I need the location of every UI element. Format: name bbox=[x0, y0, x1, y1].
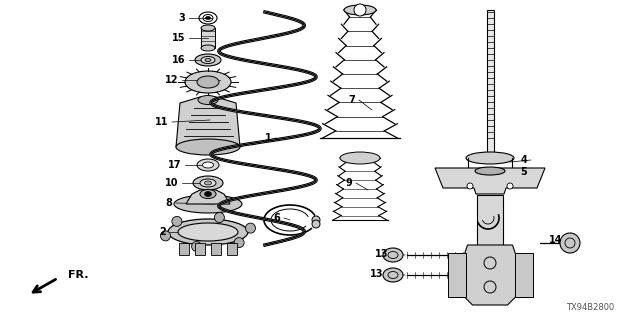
Text: 11: 11 bbox=[154, 117, 168, 127]
Circle shape bbox=[161, 231, 170, 241]
Ellipse shape bbox=[174, 195, 242, 213]
Ellipse shape bbox=[466, 152, 514, 164]
Ellipse shape bbox=[200, 179, 216, 187]
Text: TX94B2800: TX94B2800 bbox=[566, 303, 614, 313]
Ellipse shape bbox=[202, 162, 214, 168]
Circle shape bbox=[354, 4, 366, 16]
Bar bbox=[179, 243, 189, 255]
Polygon shape bbox=[463, 245, 518, 305]
Text: 3: 3 bbox=[179, 13, 185, 23]
Ellipse shape bbox=[205, 191, 211, 196]
Ellipse shape bbox=[475, 167, 505, 175]
Ellipse shape bbox=[176, 139, 240, 155]
Circle shape bbox=[172, 216, 182, 226]
Ellipse shape bbox=[197, 76, 219, 88]
Ellipse shape bbox=[178, 223, 238, 241]
Ellipse shape bbox=[201, 45, 215, 51]
Text: 6: 6 bbox=[273, 213, 280, 223]
Text: 5: 5 bbox=[520, 167, 527, 177]
Text: 14: 14 bbox=[548, 235, 562, 245]
Polygon shape bbox=[176, 97, 240, 147]
Text: 9: 9 bbox=[345, 178, 352, 188]
Ellipse shape bbox=[193, 176, 223, 190]
Text: 10: 10 bbox=[164, 178, 178, 188]
Ellipse shape bbox=[383, 268, 403, 282]
Text: 12: 12 bbox=[164, 75, 178, 85]
Ellipse shape bbox=[205, 181, 211, 185]
Ellipse shape bbox=[200, 189, 216, 198]
Text: 16: 16 bbox=[172, 55, 185, 65]
Text: 15: 15 bbox=[172, 33, 185, 43]
Circle shape bbox=[246, 223, 255, 233]
Bar bbox=[211, 243, 221, 255]
Polygon shape bbox=[186, 190, 230, 204]
Bar bbox=[515, 253, 532, 297]
Ellipse shape bbox=[198, 95, 218, 105]
Text: 1: 1 bbox=[265, 133, 272, 143]
Ellipse shape bbox=[344, 5, 376, 15]
Bar bbox=[486, 10, 493, 155]
Bar bbox=[195, 243, 205, 255]
Text: 2: 2 bbox=[159, 227, 166, 237]
Bar bbox=[227, 243, 237, 255]
Circle shape bbox=[507, 183, 513, 189]
Text: 17: 17 bbox=[168, 160, 181, 170]
Circle shape bbox=[312, 216, 320, 224]
Text: 4: 4 bbox=[520, 155, 527, 165]
Ellipse shape bbox=[560, 233, 580, 253]
Text: 7: 7 bbox=[348, 95, 355, 105]
Ellipse shape bbox=[205, 59, 211, 61]
Ellipse shape bbox=[197, 159, 219, 171]
Circle shape bbox=[467, 183, 473, 189]
Text: 8: 8 bbox=[165, 198, 172, 208]
Text: 13: 13 bbox=[369, 269, 383, 279]
Ellipse shape bbox=[340, 152, 380, 164]
Ellipse shape bbox=[195, 54, 221, 66]
Ellipse shape bbox=[205, 17, 211, 20]
Text: FR.: FR. bbox=[68, 270, 88, 280]
Ellipse shape bbox=[383, 248, 403, 262]
Ellipse shape bbox=[185, 71, 231, 93]
Bar bbox=[201, 28, 215, 48]
Ellipse shape bbox=[168, 219, 248, 245]
Ellipse shape bbox=[201, 57, 215, 63]
Circle shape bbox=[234, 238, 244, 248]
Text: 13: 13 bbox=[374, 249, 388, 259]
Circle shape bbox=[214, 212, 225, 222]
Ellipse shape bbox=[201, 25, 215, 31]
Bar bbox=[477, 195, 503, 290]
Circle shape bbox=[191, 242, 202, 252]
Circle shape bbox=[312, 220, 320, 228]
Bar bbox=[447, 253, 465, 297]
Polygon shape bbox=[435, 168, 545, 194]
